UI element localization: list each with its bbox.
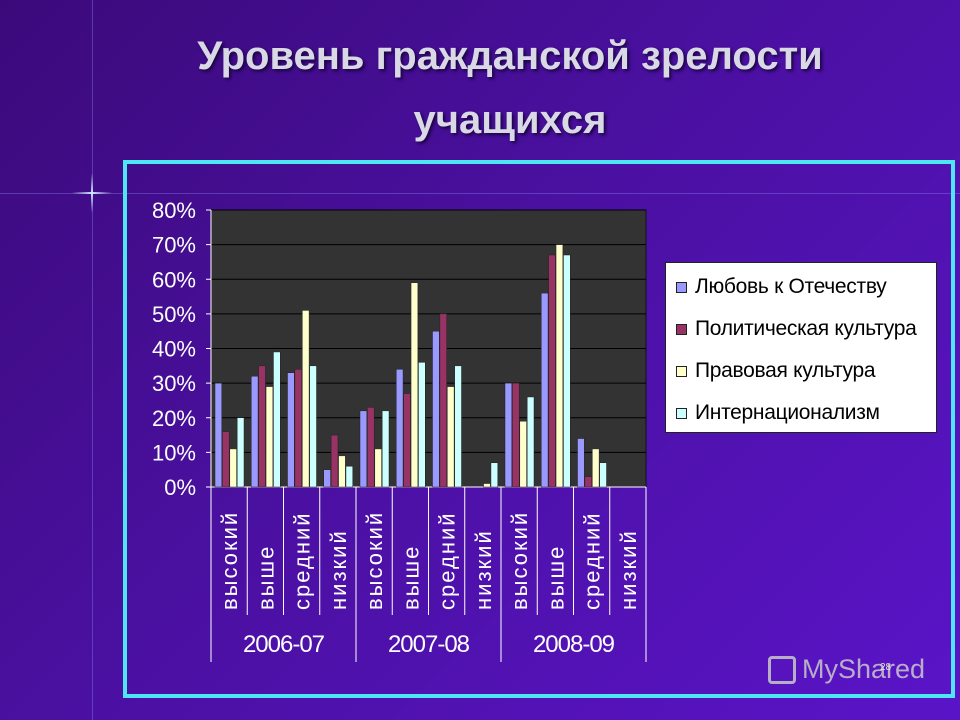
y-tick-label: 70% bbox=[152, 233, 196, 258]
sparkle-decoration bbox=[72, 173, 112, 213]
group-label: 2008-09 bbox=[533, 631, 615, 658]
bar bbox=[287, 372, 295, 488]
group-label: 2006-07 bbox=[243, 631, 325, 658]
bar bbox=[214, 382, 223, 488]
bar bbox=[374, 448, 382, 488]
bar bbox=[555, 244, 564, 488]
y-tick-label: 60% bbox=[152, 267, 196, 292]
legend-label: Интернационализм bbox=[695, 401, 880, 424]
bar bbox=[273, 351, 281, 488]
y-tick-label: 10% bbox=[152, 440, 196, 465]
bar bbox=[454, 365, 462, 488]
bar bbox=[222, 431, 230, 488]
chart-legend: Любовь к Отечеству Политическая культура П… bbox=[665, 262, 937, 433]
bar bbox=[251, 375, 259, 488]
bar bbox=[512, 382, 520, 488]
bar bbox=[563, 254, 571, 488]
slide-title-line-2: учащихся bbox=[413, 98, 607, 142]
bar bbox=[504, 382, 513, 488]
page-number: 28 bbox=[880, 662, 892, 673]
bar bbox=[236, 417, 245, 488]
bar bbox=[403, 393, 411, 488]
watermark: MyShared bbox=[768, 654, 925, 685]
chart-frame bbox=[123, 160, 955, 698]
y-tick-label: 20% bbox=[152, 406, 196, 431]
y-tick-label: 40% bbox=[152, 337, 196, 362]
y-tick-label: 50% bbox=[152, 302, 196, 327]
bar bbox=[338, 455, 346, 488]
bar bbox=[294, 369, 302, 488]
bar bbox=[418, 362, 426, 488]
x-tick-label: выше bbox=[543, 545, 568, 610]
bar bbox=[439, 313, 447, 488]
bar bbox=[483, 483, 491, 488]
bar bbox=[309, 365, 317, 488]
y-tick-label: 0% bbox=[164, 475, 196, 500]
bar bbox=[345, 465, 354, 488]
bar bbox=[330, 434, 339, 488]
x-tick-label: средний bbox=[435, 511, 460, 610]
decor-vertical-line bbox=[92, 0, 93, 720]
legend-item: Политическая культура bbox=[676, 317, 917, 341]
bar bbox=[265, 386, 274, 488]
bar bbox=[381, 410, 390, 488]
legend-label: Правовая культура bbox=[695, 359, 876, 382]
x-tick-label: средний bbox=[290, 511, 315, 610]
bar bbox=[258, 365, 266, 488]
watermark-text: MyShared bbox=[802, 654, 926, 684]
bar bbox=[367, 407, 375, 488]
bar bbox=[229, 448, 237, 488]
bar bbox=[396, 369, 404, 488]
x-tick-label: низкий bbox=[326, 529, 351, 610]
bar bbox=[599, 462, 607, 488]
y-tick-label: 80% bbox=[152, 198, 196, 223]
bar bbox=[519, 420, 527, 488]
x-tick-label: низкий bbox=[471, 529, 496, 610]
legend-swatch bbox=[676, 323, 687, 335]
bar bbox=[302, 310, 310, 488]
legend-item: Правовая культура bbox=[676, 359, 876, 383]
bar bbox=[490, 462, 499, 488]
bar bbox=[548, 254, 556, 488]
y-tick-label: 30% bbox=[152, 371, 196, 396]
x-tick-label: выше bbox=[253, 545, 278, 610]
bar bbox=[323, 469, 331, 488]
bar bbox=[541, 292, 549, 488]
bar bbox=[432, 330, 440, 488]
watermark-logo-icon bbox=[768, 655, 796, 684]
legend-label: Любовь к Отечеству bbox=[695, 275, 887, 298]
x-tick-label: высокий bbox=[217, 511, 242, 610]
legend-label: Политическая культура bbox=[695, 317, 917, 340]
bar bbox=[526, 396, 535, 488]
legend-swatch bbox=[676, 365, 687, 377]
slide-title-line-1: Уровень гражданской зрелости bbox=[197, 34, 823, 78]
legend-item: Любовь к Отечеству bbox=[676, 275, 887, 299]
bar bbox=[410, 282, 419, 488]
x-tick-label: низкий bbox=[616, 529, 641, 610]
bar bbox=[447, 386, 455, 488]
group-label: 2007-08 bbox=[388, 631, 470, 658]
decor-horizontal-line bbox=[0, 193, 960, 194]
x-tick-label: высокий bbox=[507, 511, 532, 610]
x-tick-label: средний bbox=[580, 511, 605, 610]
x-tick-label: выше bbox=[398, 545, 423, 610]
bar bbox=[592, 448, 600, 488]
legend-swatch bbox=[676, 281, 687, 293]
bar bbox=[577, 438, 585, 488]
legend-item: Интернационализм bbox=[676, 401, 880, 425]
x-tick-label: высокий bbox=[362, 511, 387, 610]
bar bbox=[584, 476, 592, 488]
legend-swatch bbox=[676, 407, 687, 419]
bar bbox=[359, 410, 368, 488]
